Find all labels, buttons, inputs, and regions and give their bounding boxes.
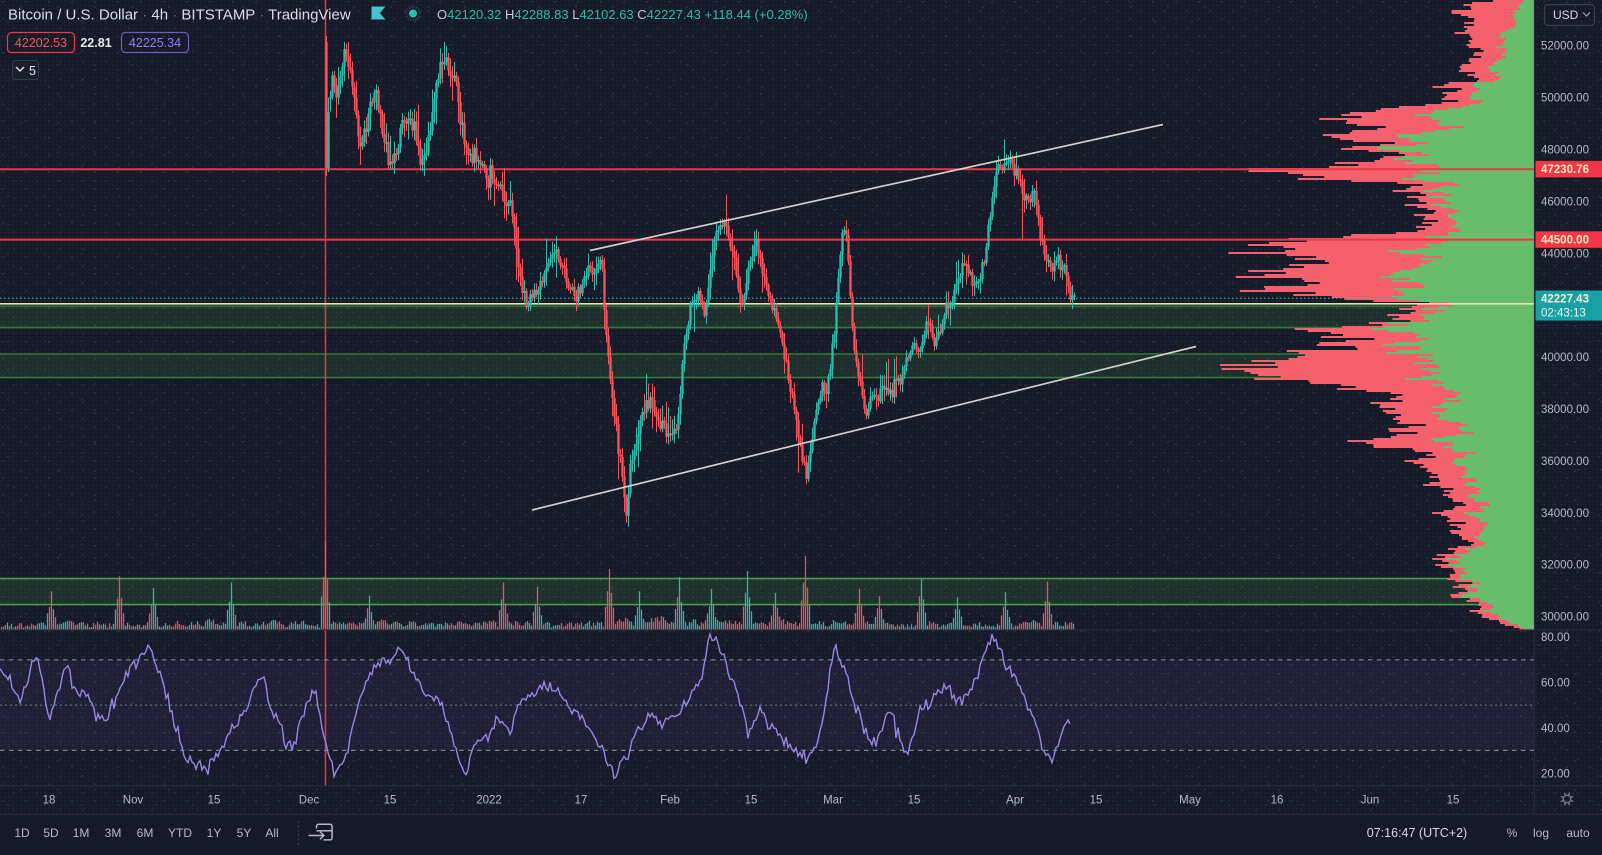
svg-text:42225.34: 42225.34 <box>129 36 181 50</box>
svg-text:15: 15 <box>745 795 758 807</box>
svg-text:Jun: Jun <box>1361 795 1380 807</box>
svg-text:O42120.32 H42288.83 L42102.63: O42120.32 H42288.83 L42102.63 C42227.43 … <box>437 7 808 22</box>
svg-text:80.00: 80.00 <box>1541 632 1570 644</box>
svg-text:1D: 1D <box>14 826 30 840</box>
svg-text:15: 15 <box>1090 795 1103 807</box>
svg-text:15: 15 <box>1447 795 1460 807</box>
svg-text:Nov: Nov <box>123 795 144 807</box>
svg-text:18: 18 <box>43 795 56 807</box>
svg-text:46000.00: 46000.00 <box>1541 196 1589 208</box>
svg-text:52000.00: 52000.00 <box>1541 41 1589 53</box>
svg-text:May: May <box>1179 795 1201 807</box>
svg-text:40.00: 40.00 <box>1541 723 1570 735</box>
svg-text:32000.00: 32000.00 <box>1541 560 1589 572</box>
svg-text:1Y: 1Y <box>207 826 222 840</box>
svg-text:02:43:13: 02:43:13 <box>1541 308 1586 320</box>
svg-text:34000.00: 34000.00 <box>1541 508 1589 520</box>
svg-text:22.81: 22.81 <box>80 36 111 50</box>
svg-text:44000.00: 44000.00 <box>1541 248 1589 260</box>
svg-text:1M: 1M <box>73 826 90 840</box>
svg-text:3M: 3M <box>105 826 122 840</box>
svg-text:Feb: Feb <box>660 795 680 807</box>
svg-text:5D: 5D <box>43 826 59 840</box>
svg-text:Dec: Dec <box>299 795 320 807</box>
svg-text:log: log <box>1533 826 1549 840</box>
svg-text:44500.00: 44500.00 <box>1541 235 1589 247</box>
svg-text:47230.76: 47230.76 <box>1541 164 1589 176</box>
svg-text:Apr: Apr <box>1006 795 1024 807</box>
svg-text:auto: auto <box>1566 826 1590 840</box>
svg-text:USD: USD <box>1553 8 1579 22</box>
svg-text:38000.00: 38000.00 <box>1541 404 1589 416</box>
svg-text:42202.53: 42202.53 <box>15 36 67 50</box>
svg-text:5Y: 5Y <box>237 826 252 840</box>
svg-text:20.00: 20.00 <box>1541 768 1570 780</box>
svg-text:Mar: Mar <box>823 795 843 807</box>
svg-text:50000.00: 50000.00 <box>1541 93 1589 105</box>
svg-text:60.00: 60.00 <box>1541 678 1570 690</box>
svg-text:%: % <box>1507 826 1518 840</box>
svg-text:All: All <box>265 826 278 840</box>
svg-text:40000.00: 40000.00 <box>1541 352 1589 364</box>
svg-text:36000.00: 36000.00 <box>1541 456 1589 468</box>
svg-text:42227.43: 42227.43 <box>1541 294 1589 306</box>
svg-text:5: 5 <box>29 64 36 78</box>
svg-text:6M: 6M <box>137 826 154 840</box>
svg-text:15: 15 <box>208 795 221 807</box>
svg-text:17: 17 <box>575 795 588 807</box>
svg-text:2022: 2022 <box>476 795 502 807</box>
svg-text:30000.00: 30000.00 <box>1541 612 1589 624</box>
svg-text:YTD: YTD <box>168 826 192 840</box>
svg-text:16: 16 <box>1271 795 1284 807</box>
svg-text:Bitcoin / U.S. Dollar · 4h · B: Bitcoin / U.S. Dollar · 4h · BITSTAMP · … <box>8 7 351 24</box>
svg-text:15: 15 <box>908 795 921 807</box>
svg-text:48000.00: 48000.00 <box>1541 145 1589 157</box>
svg-text:15: 15 <box>384 795 397 807</box>
svg-text:07:16:47 (UTC+2): 07:16:47 (UTC+2) <box>1367 826 1467 840</box>
